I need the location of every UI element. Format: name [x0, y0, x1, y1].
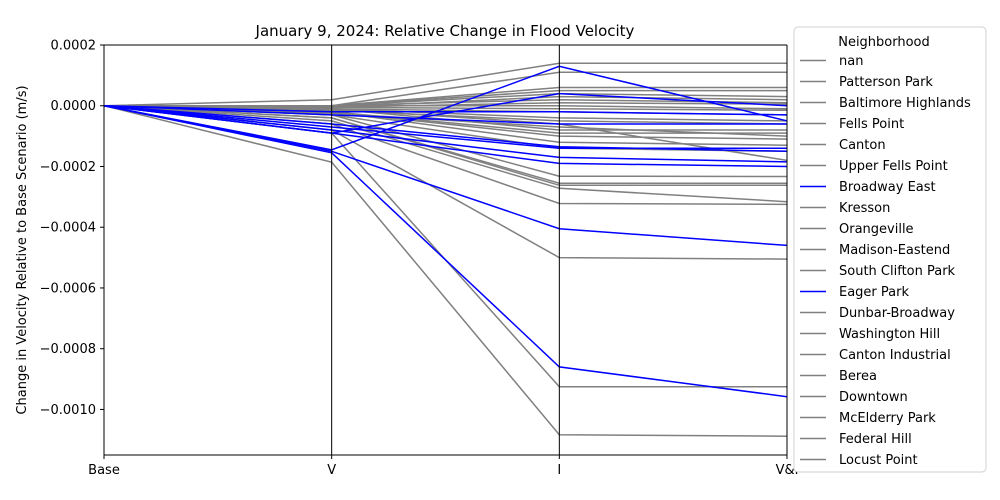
legend-entry-label: Baltimore Highlands: [839, 96, 971, 111]
legend-entry-label: Federal Hill: [839, 432, 912, 447]
legend-entry-label: Locust Point: [839, 453, 918, 468]
x-tick-label: V: [327, 463, 336, 478]
legend-entry-label: Washington Hill: [839, 327, 940, 342]
legend-entry-label: Patterson Park: [839, 75, 933, 90]
x-tick-label: I: [557, 463, 561, 478]
y-tick-label: −0.0002: [40, 160, 96, 175]
series-line: [104, 62, 787, 107]
legend-title: Neighborhood: [838, 35, 930, 50]
series-line: [104, 104, 787, 184]
legend-entry-label: Dunbar-Broadway: [839, 306, 955, 321]
legend-entry-label: Canton Industrial: [839, 348, 951, 363]
legend-entry-label: Madison-Eastend: [839, 243, 950, 258]
legend-entry-label: Kresson: [839, 201, 890, 216]
legend-entry-label: Berea: [839, 369, 877, 384]
series-line: [104, 104, 787, 163]
x-ticks: Base V I V&I: [88, 455, 798, 478]
axes: [103, 44, 788, 456]
series-line: [104, 104, 787, 153]
y-tick-label: 0.0000: [51, 99, 97, 114]
legend-entry-label: Downtown: [839, 390, 908, 405]
legend: Neighborhood nan Patterson Park Baltimore …: [793, 26, 987, 473]
legend-entry-label: South Clifton Park: [839, 264, 956, 279]
series-line: [104, 65, 787, 151]
series-line: [104, 104, 787, 125]
legend-entry-label: Orangeville: [839, 222, 914, 237]
series-line: [104, 104, 787, 437]
series-line: [104, 71, 787, 107]
series-line: [104, 104, 787, 203]
legend-entry-label: Eager Park: [839, 285, 909, 300]
series-lines: [104, 62, 787, 437]
series-line: [104, 95, 787, 109]
y-tick-label: −0.0008: [40, 342, 96, 357]
legend-entry-label: Canton: [839, 138, 886, 153]
y-tick-label: 0.0002: [51, 39, 97, 54]
legend-entry-label: Upper Fells Point: [839, 159, 948, 174]
x-tick-label: Base: [88, 463, 120, 478]
x-tick-label: V&I: [776, 463, 799, 478]
legend-entry-label: McElderry Park: [839, 411, 936, 426]
y-tick-label: −0.0010: [40, 403, 96, 418]
series-line: [104, 104, 787, 116]
legend-entry-label: Broadway East: [839, 180, 936, 195]
y-tick-label: −0.0004: [40, 221, 96, 236]
legend-box: [793, 26, 987, 473]
y-tick-label: −0.0006: [40, 281, 96, 296]
legend-entry-label: Fells Point: [839, 117, 904, 132]
legend-entry-label: nan: [839, 54, 863, 69]
y-ticks: 0.0002 0.0000 −0.0002 −0.0004 −0.0006 −0.0008…: [40, 39, 104, 418]
series-line: [104, 104, 787, 168]
chart-title: January 9, 2024: Relative Change in Floo…: [255, 22, 635, 40]
y-axis-label: Change in Velocity Relative to Base Scen…: [15, 85, 30, 414]
